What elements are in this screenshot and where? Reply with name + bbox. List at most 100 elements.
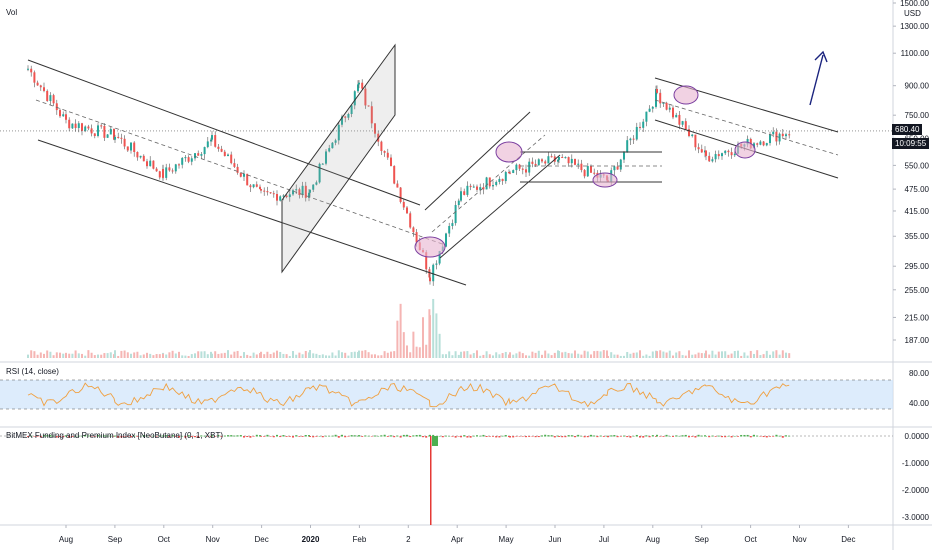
volume-bar	[721, 351, 723, 358]
funding-bar	[325, 435, 327, 437]
volume-bar	[785, 352, 787, 358]
candle-body	[255, 184, 258, 187]
candle-body	[659, 92, 662, 104]
candle-body	[531, 161, 534, 164]
volume-bar	[46, 350, 49, 358]
funding-bar	[743, 434, 746, 437]
volume-bar	[203, 351, 206, 358]
candle-body	[259, 186, 261, 189]
volume-bar	[246, 354, 249, 358]
volume-bar	[117, 355, 120, 358]
volume-bar	[236, 350, 239, 358]
volume-bar	[629, 353, 632, 358]
funding-tick-label: -3.0000	[902, 513, 930, 522]
candle-body	[197, 153, 200, 156]
candle-body	[428, 269, 431, 278]
rsi-label[interactable]: RSI (14, close)	[6, 367, 59, 376]
volume-bar	[103, 353, 106, 358]
funding-bar	[103, 435, 106, 437]
volume-bar	[705, 350, 707, 358]
funding-bar	[27, 436, 29, 437]
funding-bar	[488, 436, 491, 437]
candle-body	[495, 181, 498, 186]
funding-bar	[772, 436, 775, 437]
candle-body	[541, 159, 543, 162]
candle-body	[152, 160, 155, 169]
volume-bar	[252, 352, 255, 358]
candle-body	[59, 110, 61, 117]
volume-bar	[285, 354, 288, 358]
funding-bar	[298, 436, 301, 437]
volume-bar	[574, 350, 576, 358]
funding-bar	[629, 436, 632, 438]
funding-bar	[525, 436, 527, 438]
candle-body	[252, 184, 255, 188]
volume-bar	[656, 351, 658, 358]
highlight-ellipse	[414, 236, 446, 258]
volume-bar	[90, 352, 93, 358]
funding-bar	[272, 436, 275, 438]
candle-body	[656, 88, 658, 93]
funding-bar	[602, 436, 605, 437]
volume-bar	[30, 350, 33, 358]
funding-bar	[521, 436, 524, 437]
candle-body	[285, 195, 288, 198]
volume-bar	[441, 354, 444, 358]
funding-bar	[33, 436, 36, 437]
volume-bar	[504, 351, 507, 358]
funding-bar	[87, 435, 90, 437]
funding-bar	[361, 436, 364, 437]
funding-label[interactable]: BitMEX Funding and Premium Index [NeoBut…	[6, 431, 223, 440]
volume-bar	[152, 355, 155, 358]
price-tick-label: 415.00	[905, 207, 930, 216]
volume-bar	[260, 351, 262, 358]
candle-body	[564, 157, 567, 159]
candle-body	[93, 133, 96, 137]
candle-body	[334, 140, 337, 143]
candle-body	[547, 156, 550, 164]
volume-bar	[765, 350, 768, 358]
volume-bar	[220, 353, 223, 358]
funding-bar	[155, 436, 158, 437]
volume-bar	[109, 352, 112, 358]
rsi-tick-label: 80.00	[909, 369, 930, 378]
candle-body	[71, 123, 74, 129]
volume-bar	[632, 352, 635, 358]
candle-body	[642, 121, 645, 128]
candle-body	[425, 252, 428, 270]
candle-body	[485, 177, 488, 190]
candle-body	[214, 135, 217, 147]
candle-body	[133, 142, 136, 153]
funding-bar	[149, 436, 152, 437]
volume-bar	[775, 350, 778, 358]
funding-bar	[454, 436, 457, 438]
candle-body	[282, 195, 285, 197]
funding-bar	[337, 436, 340, 438]
time-tick-label: 2020	[302, 535, 320, 544]
volume-bar	[479, 355, 482, 358]
volume-bar	[374, 354, 376, 358]
channel-drawings	[27, 43, 839, 286]
candle-body	[203, 147, 206, 155]
candle-body	[635, 126, 638, 140]
candle-body	[454, 205, 457, 224]
funding-bar	[263, 436, 266, 437]
funding-bar	[312, 436, 315, 438]
candle-body	[730, 152, 733, 156]
candle-body	[321, 163, 324, 165]
volume-bar	[717, 351, 720, 358]
funding-bar	[711, 435, 714, 437]
volume-bar	[84, 355, 87, 358]
candle-body	[239, 172, 242, 177]
funding-bar	[52, 435, 55, 437]
volume-bar	[740, 355, 743, 358]
candle-body	[488, 177, 491, 187]
funding-bar	[123, 436, 126, 437]
candle-body	[174, 164, 177, 172]
funding-bar	[126, 436, 129, 437]
candle-body	[402, 201, 405, 208]
candle-body	[49, 95, 52, 102]
candle-body	[645, 111, 648, 122]
candle-body	[155, 168, 158, 172]
